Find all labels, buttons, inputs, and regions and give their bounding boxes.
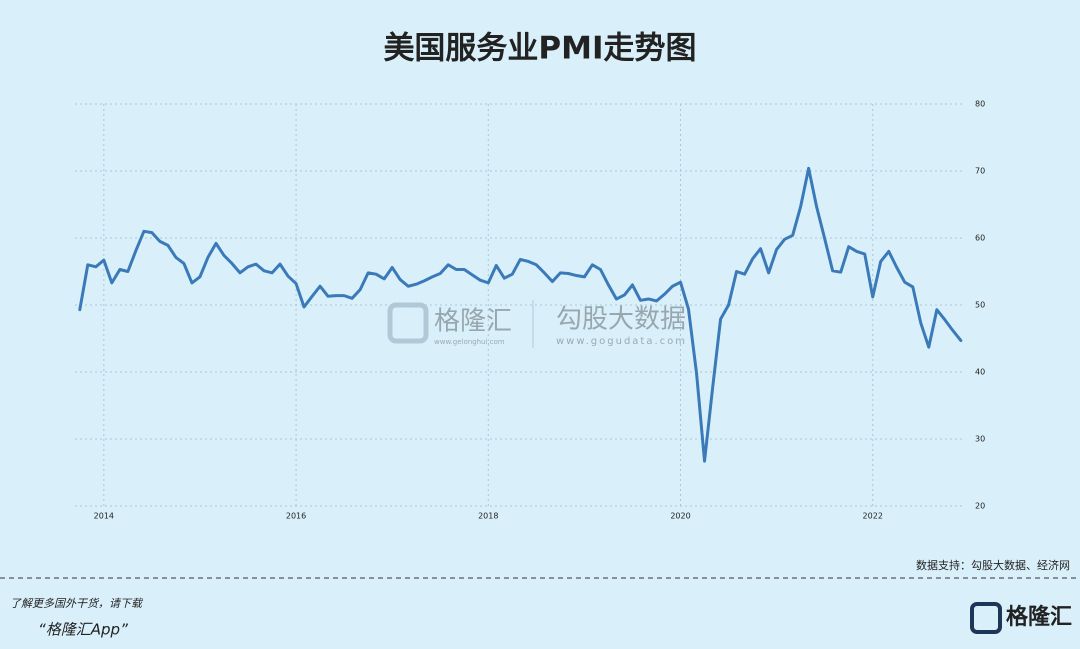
watermark-partner: 勾股大数据 (556, 305, 686, 335)
footer-app: “格隆汇App” (38, 621, 128, 639)
x-tick-label: 2018 (478, 512, 498, 521)
x-tick-label: 2016 (286, 512, 306, 521)
source-note: 数据支持：勾股大数据、经济网 (916, 558, 1070, 572)
plot: 20 30 40 50 60 70 80 2014 2016 2018 2020 2022 (75, 100, 985, 521)
y-tick-label: 50 (975, 301, 985, 310)
watermark-brand-url: www.gelonghui.com (434, 338, 505, 346)
watermark: 格隆汇 www.gelonghui.com 勾股大数据 www.gogudata… (387, 300, 687, 348)
footer-logo-icon (970, 602, 1002, 634)
y-tick-label: 40 (975, 368, 985, 377)
watermark-icon (387, 302, 429, 344)
y-tick-label: 80 (975, 100, 985, 109)
series-line (78, 166, 963, 463)
x-tick-label: 2020 (670, 512, 690, 521)
y-tick-label: 70 (975, 167, 985, 176)
watermark-brand: 格隆汇 (434, 307, 512, 337)
x-tick-label: 2022 (863, 512, 883, 521)
chart-title: 美国服务业PMI走势图 (383, 31, 696, 67)
x-tick-label: 2014 (94, 512, 114, 521)
y-tick-label: 60 (975, 234, 985, 243)
footer-note: 了解更多国外干货，请下载 (10, 597, 144, 610)
y-tick-label: 20 (975, 502, 985, 511)
watermark-partner-url: www.gogudata.com (556, 336, 687, 347)
y-tick-label: 30 (975, 435, 985, 444)
footer-logo: 格隆汇 (1006, 604, 1072, 630)
